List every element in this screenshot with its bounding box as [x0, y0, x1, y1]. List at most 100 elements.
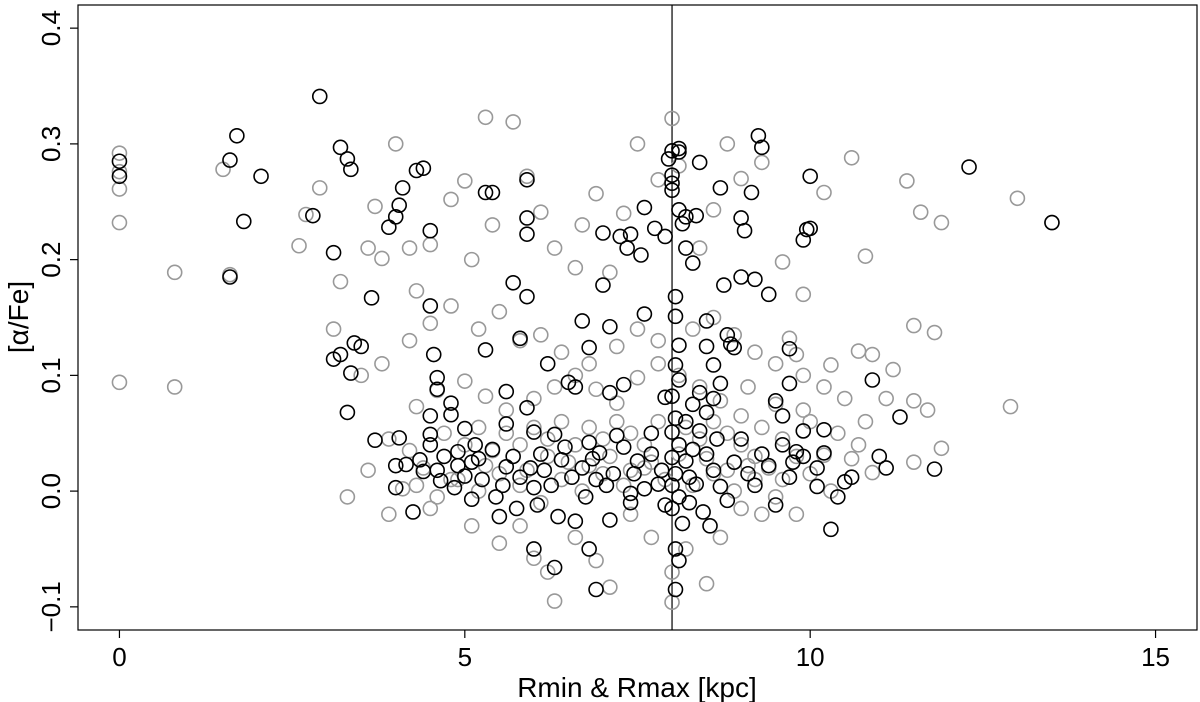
data-point	[760, 457, 777, 474]
data-point	[405, 504, 421, 520]
data-point	[443, 395, 459, 411]
data-point	[564, 469, 580, 486]
data-point	[678, 240, 694, 256]
data-point	[484, 441, 501, 458]
data-point	[408, 162, 425, 179]
data-point	[830, 425, 846, 442]
data-point	[488, 489, 504, 505]
data-point	[795, 286, 812, 303]
data-point	[961, 159, 977, 175]
data-point	[470, 321, 487, 337]
data-point	[726, 327, 743, 343]
data-point	[684, 441, 701, 458]
data-point	[111, 214, 128, 231]
data-point	[712, 393, 729, 409]
data-point	[422, 437, 439, 453]
data-point	[422, 236, 439, 253]
data-point	[567, 529, 584, 546]
data-point	[705, 202, 722, 218]
data-point	[667, 581, 684, 598]
data-point	[664, 424, 680, 440]
data-point	[864, 346, 881, 363]
data-point	[622, 226, 639, 242]
data-point	[470, 419, 487, 436]
data-point	[657, 228, 673, 245]
y-tick-label: 0.2	[36, 242, 66, 278]
data-point	[519, 288, 535, 305]
series-grey	[111, 109, 1060, 611]
data-point	[684, 396, 701, 413]
data-point	[667, 308, 684, 325]
data-point	[750, 127, 767, 144]
data-point	[691, 384, 708, 401]
data-point	[809, 478, 825, 495]
plot-area-frame	[77, 4, 1198, 631]
data-point	[581, 419, 597, 436]
data-point	[795, 402, 812, 418]
data-point	[512, 518, 528, 534]
data-point	[574, 460, 591, 476]
data-point	[667, 541, 684, 557]
y-axis: −0.1 0.0 0.1 0.2 0.3 0.4	[36, 10, 78, 633]
data-point	[933, 214, 950, 231]
data-point	[698, 338, 715, 355]
data-point	[457, 373, 473, 389]
data-point	[394, 180, 411, 196]
data-point	[612, 228, 629, 245]
data-point	[519, 171, 535, 188]
data-point	[622, 506, 639, 523]
data-point	[387, 479, 404, 496]
data-point	[850, 343, 867, 359]
data-point	[671, 144, 687, 160]
data-point	[560, 454, 577, 470]
data-point	[781, 330, 798, 347]
data-point	[878, 390, 894, 407]
data-point	[781, 340, 798, 357]
data-point	[291, 237, 307, 254]
data-point	[522, 460, 539, 476]
data-point	[519, 210, 535, 226]
data-point	[878, 460, 894, 476]
data-point	[387, 136, 404, 152]
data-point	[567, 379, 584, 395]
data-point	[740, 379, 756, 395]
data-point	[457, 173, 473, 189]
data-point	[733, 500, 749, 517]
data-point	[602, 579, 618, 595]
data-point	[512, 477, 528, 494]
data-point	[1002, 398, 1019, 415]
data-point	[836, 390, 853, 407]
data-point	[795, 232, 812, 248]
data-point	[691, 423, 708, 439]
data-point	[671, 437, 687, 453]
data-point	[498, 402, 515, 418]
data-point	[733, 431, 749, 447]
data-point	[415, 460, 432, 476]
data-point	[567, 259, 584, 276]
data-point	[508, 500, 525, 517]
data-point	[747, 271, 763, 288]
data-point	[733, 437, 749, 453]
data-point	[477, 342, 494, 358]
data-point	[526, 541, 542, 557]
data-point	[111, 168, 128, 185]
data-point	[719, 425, 736, 442]
data-point	[477, 184, 494, 201]
data-point	[595, 225, 611, 241]
data-point	[581, 434, 597, 451]
data-point	[498, 425, 515, 442]
data-point	[581, 339, 597, 356]
data-point	[933, 440, 950, 457]
data-point	[602, 448, 618, 465]
data-point	[588, 552, 604, 569]
data-point	[760, 286, 777, 303]
data-point	[664, 167, 680, 183]
data-point	[774, 437, 791, 453]
data-point	[111, 163, 128, 180]
data-point	[463, 491, 480, 508]
data-point	[519, 226, 535, 242]
data-point	[298, 206, 314, 223]
x-tick-label: 10	[796, 642, 825, 672]
data-point	[919, 402, 936, 418]
